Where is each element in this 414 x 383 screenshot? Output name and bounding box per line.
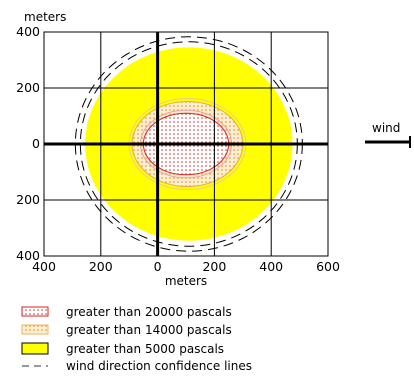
legend-item-20000: greater than 20000 pascals [21,305,232,319]
legend: greater than 20000 pascals greater than … [21,305,252,373]
x-tick-label: 0 [154,259,162,274]
x-tick-label: 200 [89,259,113,274]
y-tick-label: 200 [16,80,40,95]
x-tick-label: 600 [316,259,340,274]
plot-frame [43,31,329,257]
legend-item-14000: greater than 14000 pascals [21,323,232,337]
y-tick-label: 0 [32,136,40,151]
x-tick-label: 400 [259,259,283,274]
x-tick-label: 200 [202,259,226,274]
legend-label: greater than 14000 pascals [66,323,232,337]
legend-item-5000: greater than 5000 pascals [21,342,224,356]
wind-label: wind [372,121,400,135]
legend-swatch-orange-dots [21,324,49,335]
y-axis-unit-label: meters [24,10,66,24]
legend-swatch-yellow [21,342,49,355]
plot-area [43,31,329,257]
x-axis-unit-label: meters [165,274,207,288]
x-tick-label: 400 [32,259,56,274]
y-tick-label: 400 [16,24,40,39]
legend-item-confidence-lines: wind direction confidence lines [22,359,252,373]
legend-label: wind direction confidence lines [66,359,252,373]
legend-label: greater than 5000 pascals [66,342,224,356]
wind-indicator: wind [365,121,411,148]
y-tick-label: 200 [16,192,40,207]
y-tick-label: 400 [16,248,40,263]
legend-label: greater than 20000 pascals [66,305,232,319]
legend-swatch-red-dots [21,306,49,317]
